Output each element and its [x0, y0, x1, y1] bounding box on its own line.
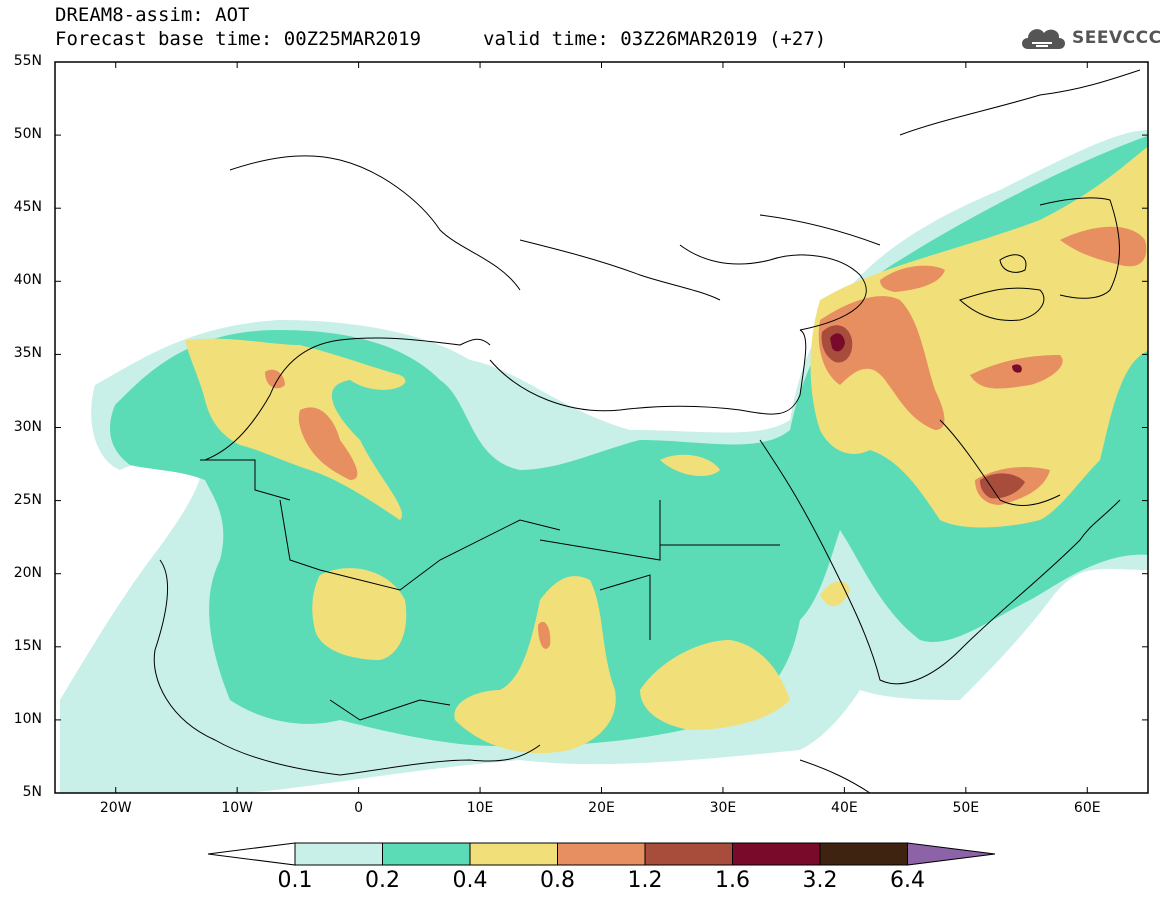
- logo-text: SEEVCCC: [1072, 28, 1162, 48]
- colorbar-low-end: [207, 842, 296, 866]
- lon-tick-label: 50E: [952, 800, 980, 816]
- lon-tick-label: 10E: [466, 800, 494, 816]
- colorbar-box: [469, 842, 558, 866]
- colorbar-label: 0.2: [365, 868, 400, 893]
- lat-tick-label: 10N: [13, 710, 42, 727]
- lat-tick-label: 35N: [13, 345, 42, 362]
- seevccc-logo: SEEVCCC: [1018, 20, 1162, 56]
- colorbar-box: [819, 842, 908, 866]
- forecast-base-time: Forecast base time: 00Z25MAR2019: [55, 28, 422, 50]
- colorbar-box: [557, 842, 646, 866]
- colorbar-label: 6.4: [890, 868, 925, 893]
- lat-tick-label: 40N: [13, 272, 42, 289]
- coastlines: [153, 69, 1141, 793]
- colorbar-label: 0.8: [540, 868, 575, 893]
- map-title: DREAM8-assim: AOT: [55, 4, 250, 26]
- colorbar-box: [732, 842, 821, 866]
- lat-tick-label: 15N: [13, 637, 42, 654]
- lon-tick-label: 60E: [1073, 800, 1101, 816]
- lat-tick-label: 50N: [13, 126, 42, 143]
- valid-time: valid time: 03Z26MAR2019 (+27): [483, 28, 827, 50]
- colorbar-box: [644, 842, 733, 866]
- colorbar-label: 1.6: [715, 868, 750, 893]
- lat-tick-label: 45N: [13, 199, 42, 216]
- colorbar-label: 1.2: [627, 868, 663, 893]
- lon-tick-label: 30E: [709, 800, 737, 816]
- colorbar-box: [294, 842, 383, 866]
- lon-tick-label: 10W: [221, 800, 253, 816]
- lon-tick-label: 20E: [588, 800, 615, 816]
- aot-layer-1-6: [830, 333, 1022, 373]
- cloud-icon: [1022, 29, 1065, 49]
- lon-tick-label: 20W: [99, 800, 132, 816]
- lat-tick-label: 5N: [22, 784, 42, 800]
- lat-tick-label: 30N: [13, 418, 42, 435]
- colorbar-label: 0.4: [452, 868, 488, 893]
- lon-tick-label: 0: [354, 800, 364, 816]
- lat-tick-label: 20N: [13, 564, 42, 581]
- colorbar-box: [382, 842, 471, 866]
- colorbar-high-end: [907, 842, 996, 866]
- lat-tick-label: 55N: [13, 53, 42, 69]
- lat-tick-label: 25N: [13, 491, 42, 508]
- lon-tick-label: 40E: [831, 800, 858, 816]
- colorbar-label: 3.2: [802, 868, 838, 893]
- colorbar-label: 0.1: [277, 868, 313, 893]
